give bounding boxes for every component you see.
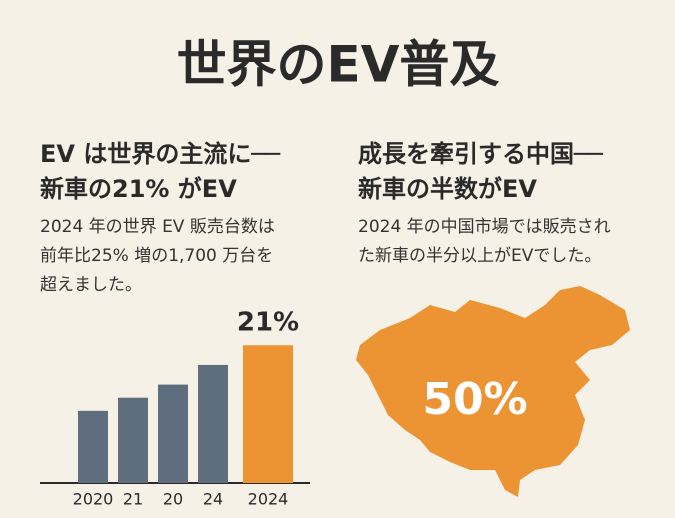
bar xyxy=(198,364,228,483)
body-text: 2024 年の世界 EV 販売台数は xyxy=(40,217,275,237)
bar xyxy=(243,345,293,483)
title: 世界のEV普及 xyxy=(177,36,500,94)
bar xyxy=(158,384,188,483)
x-tick-label: 2024 xyxy=(248,490,289,509)
body-text: 超えました。 xyxy=(40,275,142,295)
value-label: 21% xyxy=(237,308,299,338)
x-tick-label: 2020 xyxy=(73,490,114,509)
heading: 成長を牽引する中国── xyxy=(358,140,603,168)
map-label: 50% xyxy=(422,374,527,425)
bar xyxy=(118,397,148,483)
bar xyxy=(78,410,108,483)
heading: 新車の半数がEV xyxy=(358,175,537,203)
x-tick-label: 20 xyxy=(163,490,183,509)
heading: 新車の21% がEV xyxy=(40,175,237,203)
x-tick-label: 21 xyxy=(123,490,143,509)
china-map xyxy=(356,286,630,497)
body-text: た新車の半分以上がEVでした。 xyxy=(358,246,601,266)
body-text: 前年比25% 増の1,700 万台を xyxy=(40,246,273,266)
x-tick-label: 24 xyxy=(203,490,223,509)
body-text: 2024 年の中国市場では販売され xyxy=(358,217,611,237)
heading: EV は世界の主流に── xyxy=(40,140,281,168)
